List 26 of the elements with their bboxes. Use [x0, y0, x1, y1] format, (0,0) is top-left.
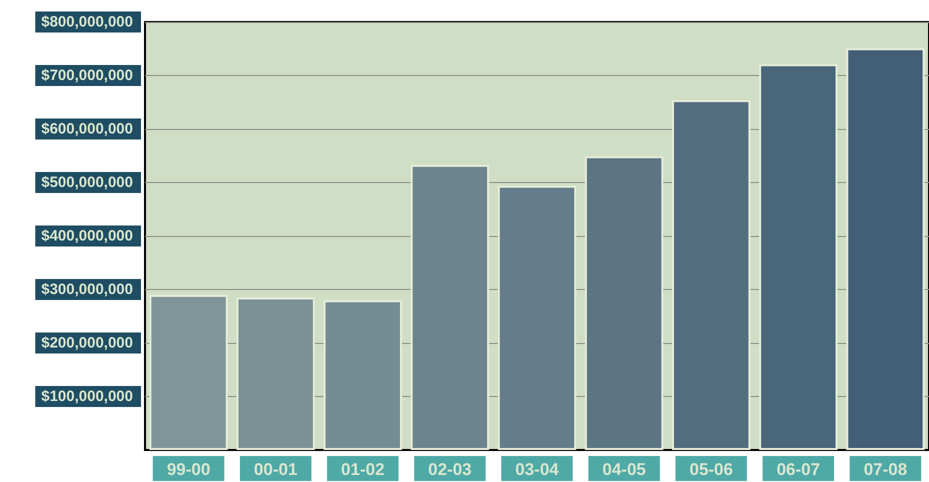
x-tick-label: 01-02	[341, 460, 385, 479]
y-tick-label: $300,000,000	[41, 281, 133, 298]
x-tick-label: 03-04	[515, 460, 560, 479]
bar	[236, 298, 315, 450]
x-tick-label: 05-06	[689, 460, 733, 479]
x-tick-label: 02-03	[428, 460, 472, 479]
y-tick-label: $700,000,000	[41, 67, 133, 84]
x-tick-label: 07-08	[864, 460, 908, 479]
x-tick-label: 99-00	[166, 460, 210, 479]
y-tick-label: $200,000,000	[41, 334, 133, 352]
x-tick-label: 04-05	[602, 460, 646, 479]
x-tick-label: 06-07	[776, 460, 820, 479]
bar	[324, 300, 402, 450]
y-tick-label: $400,000,000	[41, 228, 133, 244]
bar	[759, 64, 838, 450]
y-tick-label: $600,000,000	[41, 120, 133, 138]
bar	[498, 186, 576, 450]
bar	[584, 156, 664, 450]
x-tick-label: 00-01	[254, 460, 298, 479]
y-tick-label: $500,000,000	[41, 174, 133, 191]
bar	[672, 100, 750, 450]
bar	[149, 294, 228, 450]
bar	[410, 164, 490, 450]
y-tick-label: $800,000,000	[41, 14, 133, 30]
y-tick-label: $100,000,000	[41, 388, 133, 405]
bar	[846, 48, 925, 450]
